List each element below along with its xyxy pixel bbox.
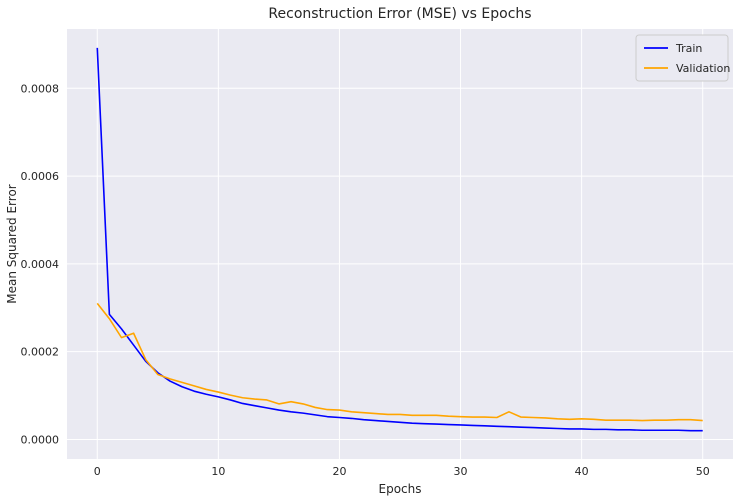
plot-background	[67, 29, 733, 459]
x-tick-label: 30	[454, 465, 468, 478]
x-tick-labels: 0 10 20 30 40 50	[94, 465, 710, 478]
legend-label-train: Train	[675, 42, 702, 55]
series-lines	[96, 47, 703, 432]
x-tick-label: 20	[332, 465, 346, 478]
y-tick-label: 0.0008	[21, 82, 60, 95]
x-tick-label: 10	[211, 465, 225, 478]
y-axis-label: Mean Squared Error	[5, 184, 19, 304]
y-tick-label: 0.0000	[21, 433, 60, 446]
x-tick-label: 0	[94, 465, 101, 478]
y-tick-labels: 0.0000 0.0002 0.0004 0.0006 0.0008	[21, 82, 60, 446]
series-line-train	[96, 47, 703, 432]
legend-label-validation: Validation	[676, 62, 730, 75]
y-tick-label: 0.0002	[21, 346, 60, 359]
legend: Train Validation	[635, 34, 730, 82]
x-axis-label: Epochs	[379, 482, 422, 496]
y-tick-label: 0.0004	[21, 258, 60, 271]
y-tick-label: 0.0006	[21, 170, 60, 183]
chart-title: Reconstruction Error (MSE) vs Epochs	[268, 6, 531, 22]
legend-box	[635, 34, 729, 82]
series-line-validation	[96, 302, 703, 422]
x-tick-label: 50	[696, 465, 710, 478]
grid	[67, 29, 733, 459]
x-tick-label: 40	[575, 465, 589, 478]
